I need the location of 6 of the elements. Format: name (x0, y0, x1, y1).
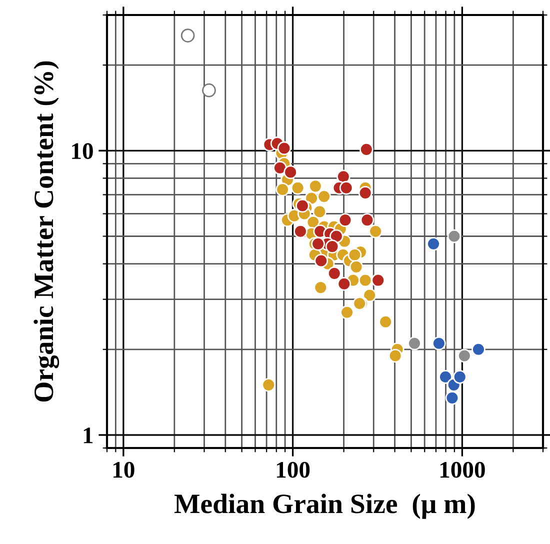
x-tick-label: 1000 (440, 462, 485, 478)
x-axis-title: Median Grain Size (μ m) (174, 494, 475, 519)
x-tick-label: 100 (276, 462, 310, 478)
y-tick-label: 1 (84, 428, 93, 444)
y-axis-title: Organic Matter Content (%) (34, 61, 60, 402)
x-tick-label: 10 (114, 462, 134, 478)
